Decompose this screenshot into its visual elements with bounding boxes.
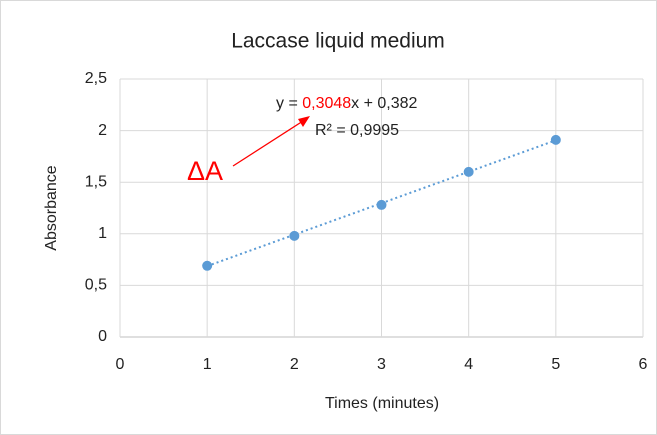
equation-text: x +: [351, 95, 377, 112]
x-tick-label: 3: [377, 356, 386, 373]
annotation-arrow: [232, 120, 304, 167]
r-squared: R² = 0,9995: [315, 122, 399, 139]
x-axis-label: Times (minutes): [325, 395, 439, 412]
data-point: [463, 166, 474, 177]
annotation: ΔA: [187, 156, 223, 186]
y-tick-label: 2,5: [85, 70, 107, 87]
equation-slope: 0,3048: [302, 95, 351, 112]
trendline-equation: y = 0,3048x + 0,382: [276, 95, 418, 112]
x-tick-label: 4: [464, 356, 473, 373]
y-axis-label: Absorbance: [43, 165, 60, 250]
y-tick-label: 0,5: [85, 277, 107, 294]
y-tick-label: 0: [98, 328, 107, 345]
equation-intercept: 0,382: [377, 95, 417, 112]
y-tick-label: 2: [98, 122, 107, 139]
data-point: [202, 260, 213, 271]
data-point: [376, 199, 387, 210]
x-tick-label: 1: [203, 356, 212, 373]
x-tick-label: 2: [290, 356, 299, 373]
data-point: [550, 134, 561, 145]
arrow-head: [298, 116, 310, 127]
y-tick-label: 1: [98, 225, 107, 242]
chart-title: Laccase liquid medium: [231, 30, 445, 53]
data-point: [289, 230, 300, 241]
y-tick-label: 1,5: [85, 173, 107, 190]
x-tick-label: 6: [639, 356, 648, 373]
x-tick-label: 0: [116, 356, 125, 373]
x-tick-label: 5: [551, 356, 560, 373]
equation-text: y =: [276, 95, 302, 112]
